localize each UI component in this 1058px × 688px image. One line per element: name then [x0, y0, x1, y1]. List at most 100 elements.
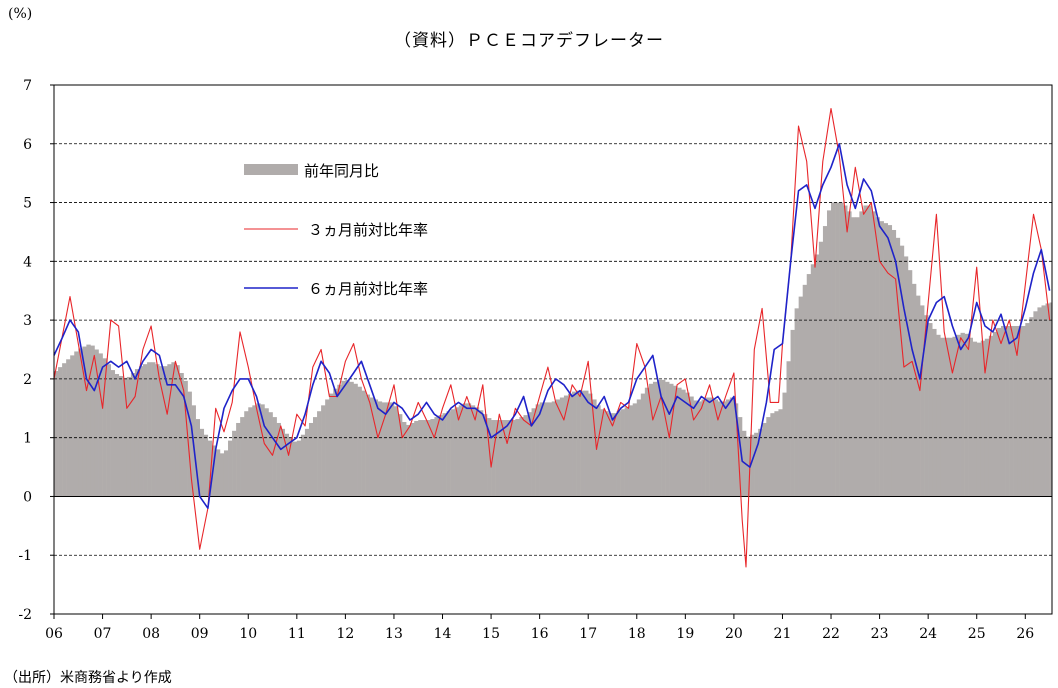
- bar: [138, 366, 144, 497]
- bar: [976, 342, 982, 497]
- bar: [596, 405, 601, 497]
- bar: [572, 391, 577, 497]
- bar: [462, 403, 468, 497]
- bar: [612, 413, 617, 497]
- bar: [928, 323, 933, 497]
- bar: [252, 405, 257, 497]
- bar: [454, 407, 460, 497]
- bar: [268, 412, 273, 497]
- line-series-6m: [53, 143, 1051, 509]
- bar: [851, 217, 856, 497]
- bar: [248, 407, 253, 497]
- y-tick-label: 7: [23, 78, 32, 94]
- bar: [847, 211, 852, 497]
- bar: [543, 402, 549, 497]
- bar: [341, 380, 346, 497]
- bar: [770, 413, 775, 497]
- bar: [426, 420, 431, 497]
- bar: [750, 434, 755, 497]
- bar: [600, 409, 605, 497]
- bar: [640, 393, 646, 497]
- bar: [713, 399, 719, 497]
- legend-label: ３ヵ月前対比年率: [308, 221, 428, 239]
- bar: [134, 369, 140, 497]
- bar: [296, 440, 302, 497]
- bar: [669, 383, 674, 497]
- x-tick-label: 20: [725, 626, 743, 642]
- bar: [240, 417, 245, 497]
- bar: [665, 381, 670, 497]
- bar: [802, 284, 808, 497]
- y-tick-label: 4: [23, 254, 32, 270]
- bar: [373, 399, 379, 497]
- x-tick-label: 06: [45, 626, 63, 642]
- bar: [822, 226, 828, 497]
- bar: [122, 377, 128, 497]
- bar: [567, 393, 573, 497]
- bar: [871, 211, 876, 497]
- bar: [195, 419, 200, 497]
- bar: [1037, 307, 1042, 497]
- bar: [608, 413, 613, 497]
- bar: [474, 407, 480, 497]
- bar: [1013, 325, 1018, 497]
- bar: [179, 373, 184, 497]
- bar: [980, 340, 986, 497]
- bar: [215, 449, 221, 497]
- bar: [551, 401, 557, 497]
- bar: [697, 401, 702, 497]
- y-tick-label: 3: [23, 313, 32, 329]
- bar: [470, 405, 476, 497]
- x-tick-label: 25: [968, 626, 986, 642]
- bar: [907, 270, 913, 497]
- bar: [895, 237, 901, 497]
- bar: [798, 296, 804, 497]
- x-tick-label: 16: [531, 626, 549, 642]
- bar: [434, 417, 439, 497]
- bar: [74, 351, 79, 497]
- bar: [899, 245, 905, 497]
- bar: [155, 364, 160, 497]
- bar: [843, 205, 848, 497]
- bar: [839, 202, 844, 497]
- bar: [992, 331, 998, 497]
- bar: [709, 397, 714, 497]
- bar: [159, 366, 164, 497]
- bar: [66, 359, 71, 497]
- bar: [1021, 325, 1026, 497]
- bar: [527, 412, 532, 497]
- bar: [588, 393, 593, 497]
- bar: [223, 450, 229, 497]
- x-tick-label: 21: [774, 626, 792, 642]
- bar: [652, 381, 658, 497]
- bar: [167, 364, 172, 497]
- bar: [187, 391, 192, 497]
- x-tick-label: 09: [191, 626, 209, 642]
- bar: [539, 402, 544, 497]
- bar: [657, 379, 662, 497]
- bar: [377, 401, 383, 497]
- bar: [944, 337, 949, 497]
- bar: [130, 373, 136, 497]
- bar: [308, 422, 314, 497]
- bar: [118, 375, 124, 497]
- bar: [82, 346, 87, 497]
- bar: [964, 333, 969, 497]
- bar: [143, 364, 148, 497]
- bar: [972, 341, 978, 497]
- bar: [232, 430, 237, 497]
- bar: [693, 400, 698, 497]
- bar: [628, 405, 634, 497]
- bar: [511, 420, 516, 497]
- bar: [369, 397, 375, 497]
- bar: [903, 256, 909, 497]
- bar: [151, 362, 156, 497]
- bar: [264, 408, 269, 497]
- bar: [685, 392, 690, 497]
- bar: [507, 420, 512, 497]
- bar: [774, 411, 779, 497]
- x-tick-label: 15: [482, 626, 500, 642]
- bar: [183, 380, 188, 497]
